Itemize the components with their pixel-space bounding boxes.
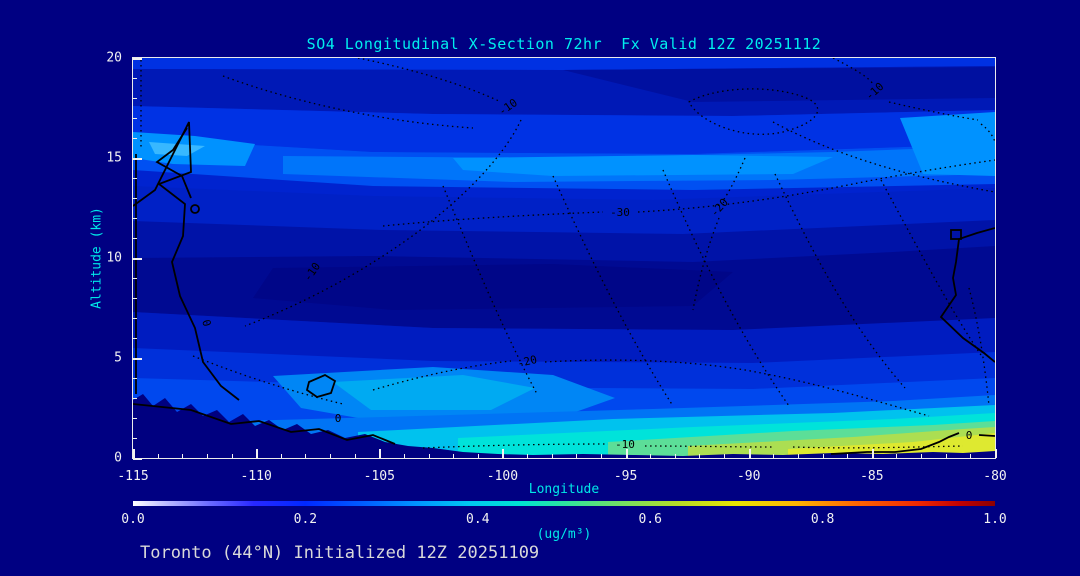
contour-label: 0 xyxy=(199,318,213,328)
colorbar-gradient xyxy=(133,501,995,506)
y-tick-label: 20 xyxy=(106,50,122,66)
y-tick-labels: 0 5 10 15 20 xyxy=(0,51,128,466)
x-tick xyxy=(995,449,997,458)
y-tick-label: 15 xyxy=(106,150,122,166)
colorbar-tick-label: 0.8 xyxy=(810,512,835,527)
x-tick-label: -100 xyxy=(486,469,519,484)
x-tick-label: -110 xyxy=(240,469,272,484)
contour-label: -30 xyxy=(610,206,630,219)
so4-fill-field xyxy=(133,58,995,458)
temperature-contours-dotted xyxy=(140,58,995,449)
y-tick xyxy=(133,458,142,460)
colorbar-tick-label: 0.4 xyxy=(466,512,490,527)
contour-label: -10 xyxy=(615,438,635,451)
plot-area: -10 -10 -30 -20 -10 -20 -10 0 0 0 xyxy=(132,57,997,460)
x-tick-label: -105 xyxy=(363,469,395,484)
terrain-silhouette xyxy=(133,394,995,458)
x-tick-labels: -115 -110 -105 -100 -95 -90 -85 -80 xyxy=(117,469,1006,485)
chart-title: SO4 Longitudinal X-Section 72hr Fx Valid… xyxy=(306,35,822,53)
colorbar-tick-label: 0.2 xyxy=(293,512,318,527)
colorbar-tick-labels: 0.0 0.2 0.4 0.6 0.8 1.0 xyxy=(121,512,1006,528)
x-tick-label: -115 xyxy=(117,469,149,484)
y-tick-label: 0 xyxy=(114,450,122,466)
y-tick-label: 10 xyxy=(106,250,122,266)
colorbar-tick-label: 0.0 xyxy=(121,512,145,527)
contour-label: 0 xyxy=(966,429,973,442)
footer-annotation: Toronto (44°N) Initialized 12Z 20251109 xyxy=(140,543,540,563)
colorbar-units-label: (ug/m³) xyxy=(536,527,592,542)
colorbar-tick-label: 1.0 xyxy=(983,512,1007,527)
contour-label: 0 xyxy=(335,412,342,425)
colorbar-tick-label: 0.6 xyxy=(638,512,662,527)
contour-label: -20 xyxy=(516,353,538,370)
y-tick-label: 5 xyxy=(114,350,122,366)
x-axis-title: Longitude xyxy=(528,482,600,497)
x-tick-label: -90 xyxy=(736,469,761,484)
x-tick-label: -95 xyxy=(613,469,638,484)
x-tick-label: -85 xyxy=(860,469,884,484)
temperature-contours-solid xyxy=(133,121,995,455)
x-tick-label: -80 xyxy=(983,469,1007,484)
